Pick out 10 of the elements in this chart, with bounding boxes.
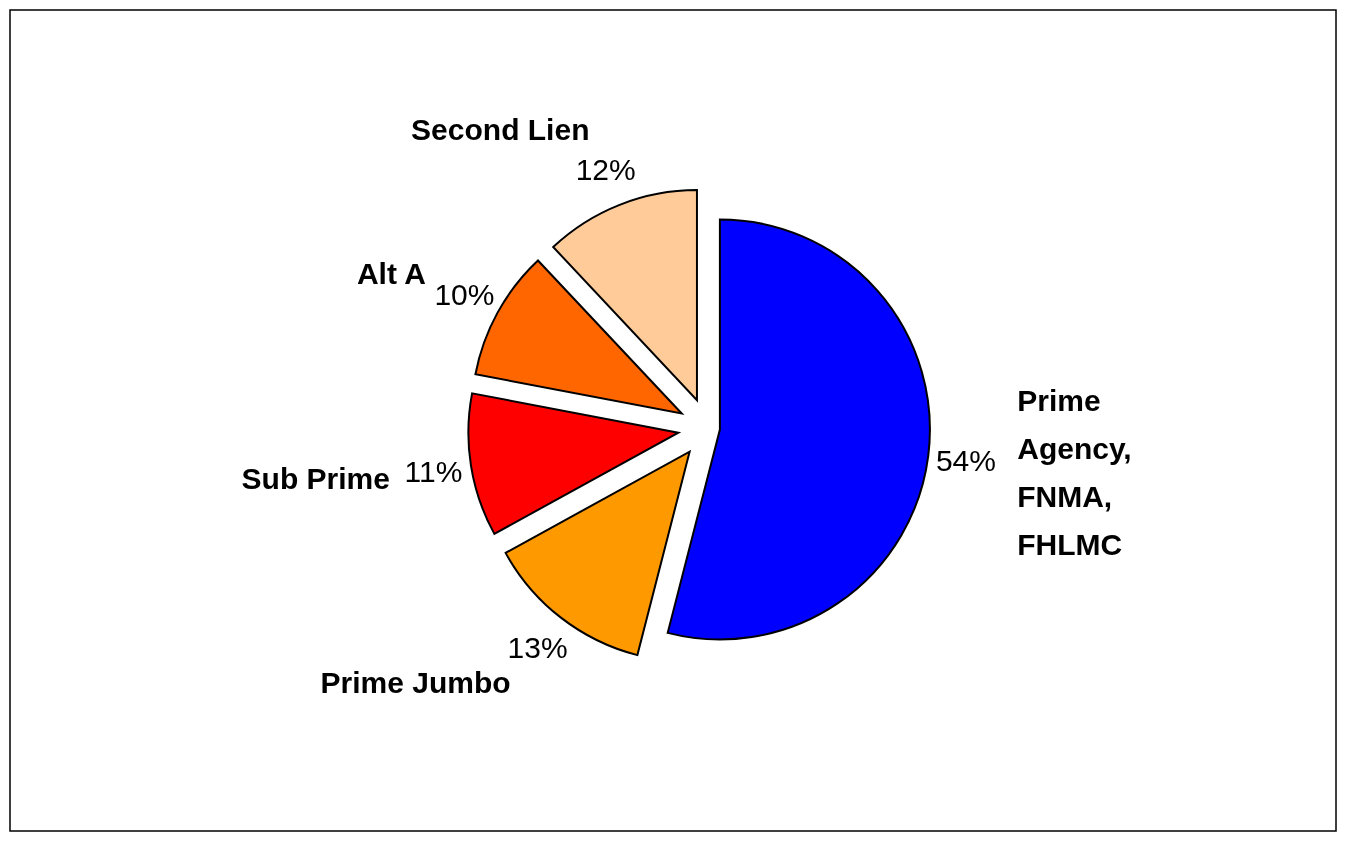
- data-label: 10%: [434, 277, 495, 311]
- data-label: 12%: [575, 153, 636, 187]
- data-label: 13%: [507, 631, 568, 665]
- data-label: 54%: [935, 444, 996, 478]
- slice-label: Prime Jumbo: [320, 665, 511, 699]
- slice-label: Prime Agency, FNMA, FHLMC: [1017, 383, 1132, 561]
- slice-label: Second Lien: [411, 112, 590, 146]
- slice-label: Alt A: [356, 256, 426, 290]
- data-label: 11%: [404, 454, 463, 488]
- slice-label: Sub Prime: [241, 461, 390, 495]
